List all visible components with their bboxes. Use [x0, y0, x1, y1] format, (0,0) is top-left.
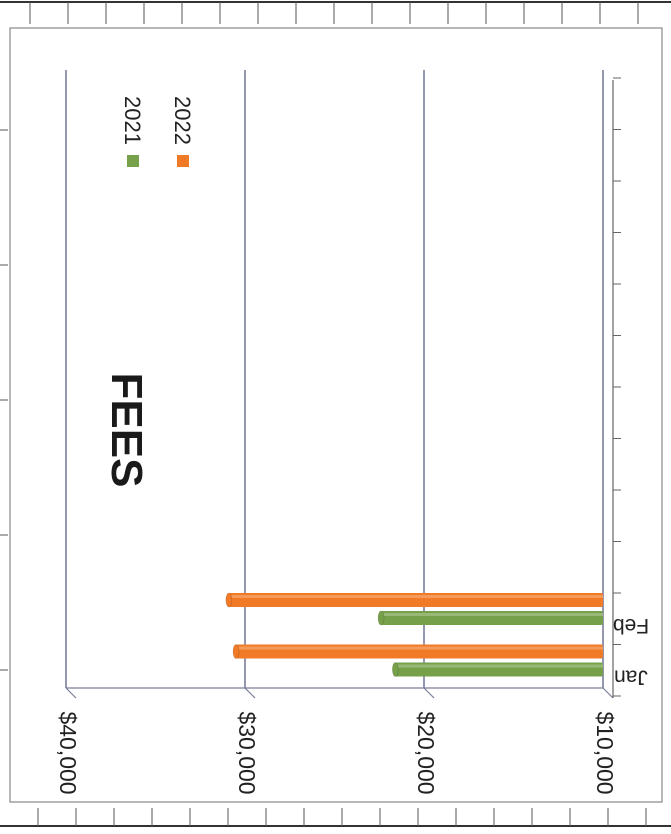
chart-area-border: [9, 27, 663, 803]
bar-cap: [377, 610, 385, 626]
bar-highlight: [228, 595, 603, 598]
bar-highlight: [236, 646, 604, 650]
value-tick-label: $30,000: [234, 711, 260, 794]
legend-item-2022: 2022: [170, 96, 195, 167]
value-axis-ticks: $10,000 $20,000 $30,000 $40,000: [55, 711, 618, 794]
bar-highlight: [381, 613, 603, 616]
plot-border: [9, 27, 663, 803]
bar-cap: [225, 592, 233, 608]
legend-swatch: [127, 155, 139, 167]
legend-label: 2021: [120, 96, 145, 145]
value-tick-label: $10,000: [592, 711, 618, 794]
gridline-depth: [602, 687, 614, 699]
chart-title: FEES: [102, 373, 151, 488]
value-tick-label: $40,000: [55, 711, 81, 794]
legend-swatch: [177, 155, 189, 167]
gridline-depth: [65, 687, 77, 699]
bar-2021-Feb: [377, 610, 603, 626]
legend-item-2021: 2021: [120, 96, 145, 167]
bar-2022-Feb: [225, 592, 603, 608]
category-label-Feb: Feb: [613, 614, 649, 637]
category-labels: Jan Feb: [613, 614, 649, 689]
bar-cap: [392, 662, 399, 677]
bar-body: [381, 611, 603, 625]
category-axis: [612, 77, 621, 698]
gridlines: [65, 70, 614, 699]
bar-body: [228, 593, 603, 607]
legend-label: 2022: [170, 96, 195, 145]
category-label-Jan: Jan: [614, 665, 648, 688]
legend: 2021 2022: [120, 96, 195, 167]
value-tick-label: $20,000: [413, 711, 439, 794]
bar-body: [395, 662, 603, 677]
gridline-depth: [423, 687, 435, 699]
bar-highlight: [395, 664, 603, 668]
bar-2021-Jan: [392, 662, 603, 677]
bar-2022-Jan: [232, 644, 604, 659]
bar-body: [236, 644, 604, 659]
bar-cap: [232, 644, 240, 659]
gridline-depth: [244, 687, 256, 699]
bars: [225, 592, 604, 677]
